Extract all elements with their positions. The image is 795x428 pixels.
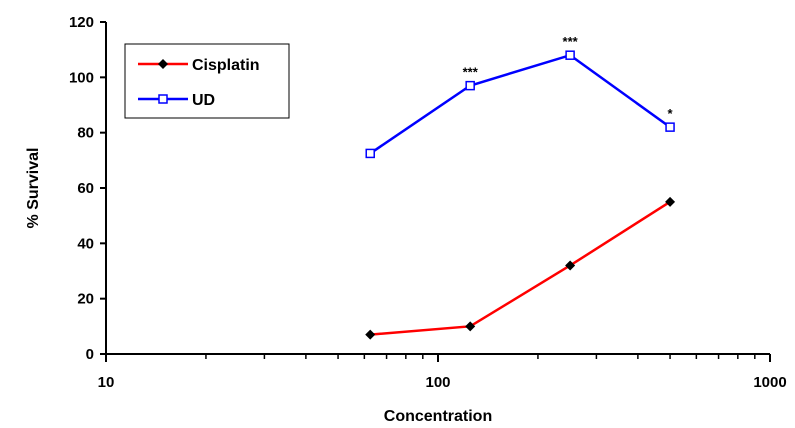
data-point-ud bbox=[665, 122, 675, 132]
data-point-ud bbox=[465, 80, 475, 91]
legend-label-ud: UD bbox=[192, 92, 215, 109]
y-tick-label: 100 bbox=[69, 69, 94, 86]
legend: Cisplatin UD bbox=[124, 43, 290, 119]
legend-marker-cisplatin bbox=[158, 59, 168, 69]
y-tick-label: 20 bbox=[77, 291, 94, 308]
significance-label: *** bbox=[563, 34, 579, 49]
x-tick-label: 10 bbox=[98, 374, 115, 391]
axes: 0 20 40 60 80 100 120 10 100 1000 bbox=[69, 14, 787, 391]
legend-marker-ud bbox=[158, 94, 168, 104]
y-tick-label: 40 bbox=[77, 235, 94, 252]
series-line-cisplatin bbox=[370, 200, 671, 336]
y-axis-title: % Survival bbox=[25, 148, 42, 229]
data-point-ud bbox=[365, 148, 375, 159]
series-line-ud bbox=[369, 53, 671, 155]
data-point-cisplatin bbox=[665, 196, 676, 207]
significance-label: *** bbox=[463, 65, 479, 80]
y-tick-label: 120 bbox=[69, 14, 94, 31]
y-tick-label: 0 bbox=[86, 346, 94, 363]
data-point-ud bbox=[565, 50, 575, 60]
legend-label-cisplatin: Cisplatin bbox=[192, 57, 260, 74]
series-markers bbox=[365, 50, 676, 340]
x-tick-label: 100 bbox=[425, 374, 450, 391]
x-axis-title: Concentration bbox=[384, 408, 492, 425]
data-point-cisplatin bbox=[565, 260, 576, 271]
y-tick-label: 60 bbox=[77, 180, 94, 197]
significance-label: * bbox=[668, 106, 674, 121]
series-lines bbox=[369, 53, 671, 336]
data-point-cisplatin bbox=[365, 329, 376, 340]
data-point-cisplatin bbox=[465, 321, 476, 332]
significance-annotations: ******* bbox=[463, 34, 674, 121]
legend-box bbox=[124, 43, 290, 119]
y-tick-label: 80 bbox=[77, 125, 94, 142]
x-tick-label: 1000 bbox=[753, 374, 786, 391]
